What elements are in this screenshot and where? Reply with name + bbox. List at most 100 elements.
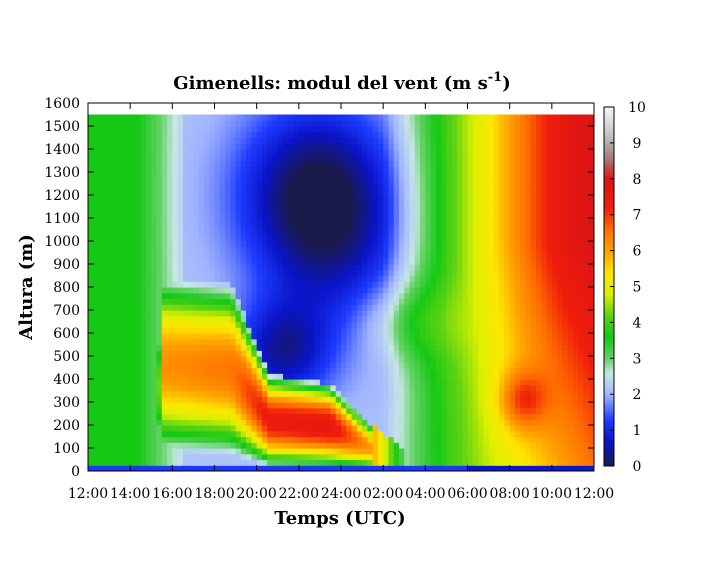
heatmap-cell	[377, 160, 384, 167]
heatmap-cell	[309, 189, 316, 196]
heatmap-cell	[372, 275, 379, 282]
heatmap-cell	[441, 160, 448, 167]
heatmap-cell	[151, 172, 158, 179]
heatmap-cell	[267, 367, 274, 374]
heatmap-cell	[198, 344, 205, 351]
heatmap-cell	[362, 218, 368, 225]
heatmap-cell	[341, 361, 347, 369]
heatmap-cell	[335, 413, 342, 420]
heatmap-cell	[214, 402, 221, 409]
heatmap-cell	[435, 160, 442, 167]
heatmap-cell	[145, 264, 152, 271]
heatmap-cell	[435, 200, 442, 208]
heatmap-cell	[499, 321, 505, 328]
heatmap-cell	[462, 344, 469, 351]
heatmap-cell	[156, 413, 163, 420]
heatmap-cell	[277, 373, 284, 380]
heatmap-cell	[140, 402, 147, 409]
heatmap-cell	[388, 143, 395, 150]
heatmap-cell	[145, 298, 152, 305]
heatmap-cell	[182, 120, 189, 127]
heatmap-cell	[409, 442, 416, 449]
heatmap-cell	[430, 425, 437, 432]
heatmap-cell	[214, 264, 221, 271]
heatmap-cell	[383, 298, 390, 305]
heatmap-cell	[124, 361, 131, 369]
heatmap-cell	[182, 154, 189, 162]
heatmap-cell	[430, 402, 437, 409]
heatmap-cell	[93, 160, 100, 167]
heatmap-cell	[261, 241, 268, 248]
heatmap-cell	[230, 177, 237, 185]
heatmap-cell	[246, 413, 252, 420]
heatmap-cell	[383, 459, 390, 466]
heatmap-cell	[388, 442, 395, 449]
heatmap-cell	[98, 459, 105, 466]
heatmap-cell	[177, 120, 184, 127]
heatmap-cell	[93, 218, 100, 225]
heatmap-cell	[383, 120, 390, 127]
heatmap-cell	[172, 338, 179, 346]
heatmap-cell	[182, 396, 189, 403]
heatmap-cell	[456, 373, 463, 380]
heatmap-cell	[246, 200, 252, 208]
heatmap-cell	[472, 384, 479, 392]
heatmap-cell	[93, 200, 100, 208]
heatmap-cell	[272, 430, 279, 438]
heatmap-cell	[435, 384, 442, 392]
heatmap-cell	[219, 402, 226, 409]
heatmap-cell	[409, 235, 416, 242]
heatmap-cell	[93, 304, 100, 311]
heatmap-cell	[109, 269, 115, 277]
heatmap-cell	[156, 252, 163, 259]
heatmap-cell	[467, 298, 474, 305]
heatmap-cell	[135, 200, 142, 208]
heatmap-cell	[145, 448, 152, 455]
heatmap-cell	[124, 149, 131, 156]
heatmap-cell	[240, 407, 247, 415]
heatmap-cell	[119, 327, 126, 334]
heatmap-cell	[446, 459, 453, 466]
heatmap-cell	[441, 419, 448, 426]
heatmap-cell	[456, 229, 463, 236]
heatmap-cell	[425, 189, 432, 196]
heatmap-cell	[467, 367, 474, 374]
heatmap-cell	[103, 149, 110, 156]
heatmap-cell	[203, 292, 210, 300]
heatmap-cell	[398, 223, 405, 231]
heatmap-cell	[309, 172, 316, 179]
heatmap-cell	[377, 241, 384, 248]
heatmap-cell	[103, 390, 110, 397]
heatmap-cell	[261, 200, 268, 208]
heatmap-cell	[109, 367, 115, 374]
heatmap-cell	[209, 425, 216, 432]
heatmap-cell	[467, 126, 474, 133]
heatmap-cell	[346, 379, 353, 386]
heatmap-cell	[182, 172, 189, 179]
heatmap-cell	[119, 333, 126, 340]
heatmap-cell	[393, 241, 400, 248]
heatmap-cell	[288, 419, 295, 426]
heatmap-cell	[161, 275, 168, 282]
heatmap-cell	[430, 310, 437, 317]
heatmap-cell	[341, 419, 347, 426]
heatmap-cell	[277, 281, 284, 288]
heatmap-cell	[335, 195, 342, 202]
heatmap-cell	[314, 321, 321, 328]
heatmap-cell	[246, 172, 252, 179]
heatmap-cell	[298, 327, 305, 334]
heatmap-cell	[124, 235, 131, 242]
heatmap-cell	[341, 287, 347, 294]
heatmap-cell	[304, 149, 310, 156]
heatmap-cell	[430, 333, 437, 340]
heatmap-cell	[377, 310, 384, 317]
heatmap-cell	[298, 292, 305, 300]
heatmap-cell	[456, 304, 463, 311]
heatmap-cell	[346, 333, 353, 340]
heatmap-cell	[478, 304, 484, 311]
heatmap-cell	[425, 149, 432, 156]
heatmap-cell	[135, 281, 142, 288]
heatmap-cell	[367, 183, 374, 190]
heatmap-cell	[504, 442, 511, 449]
heatmap-cell	[177, 298, 184, 305]
